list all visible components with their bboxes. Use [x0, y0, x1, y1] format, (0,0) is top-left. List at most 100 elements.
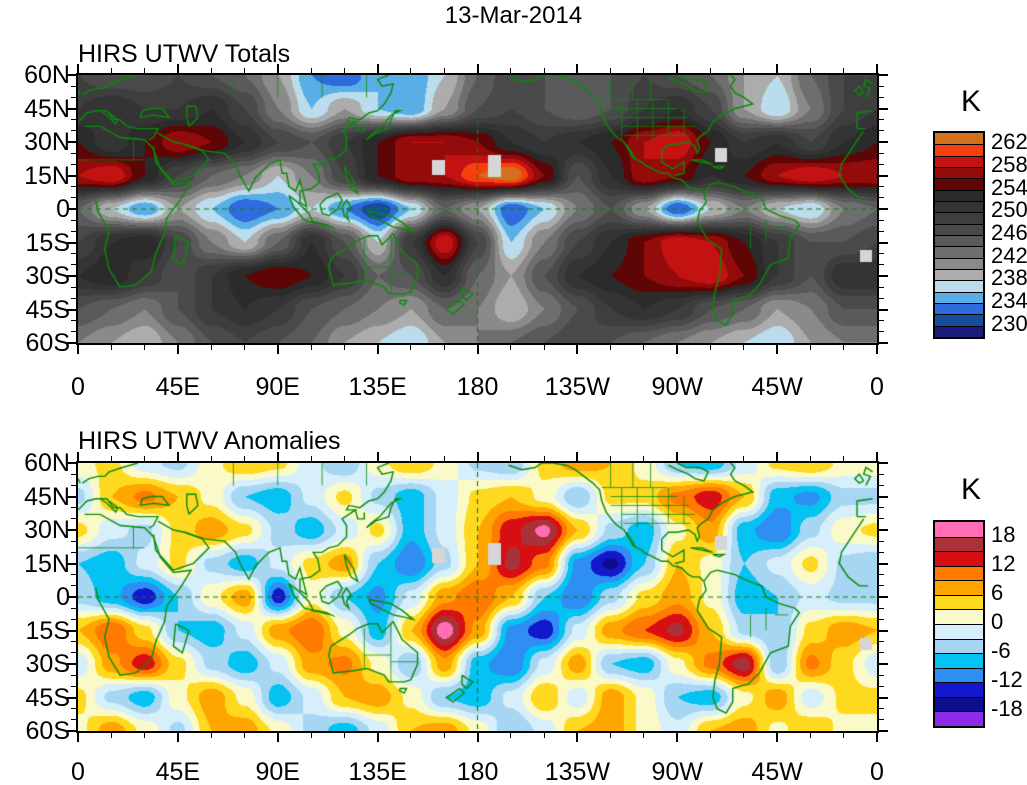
lon-tick-mark	[210, 733, 212, 738]
lat-tick-mark	[71, 518, 76, 520]
colorbar-tick-label: 234	[991, 288, 1027, 313]
lon-tick-mark	[809, 733, 811, 738]
lat-tick-mark	[879, 663, 888, 665]
anomalies-colorbar	[933, 520, 985, 728]
lat-tick-mark	[67, 208, 76, 210]
lon-tick-mark	[376, 733, 379, 742]
lat-tick-mark	[879, 652, 884, 654]
lon-tick-mark	[110, 456, 112, 461]
lat-tick-mark	[71, 230, 76, 232]
lon-tick-label: 90W	[651, 373, 703, 401]
lat-tick-label: 60S	[25, 329, 70, 357]
lon-tick-mark	[809, 345, 811, 350]
lat-tick-label: 15S	[25, 228, 70, 257]
lat-tick-mark	[71, 119, 76, 121]
lon-tick-mark	[110, 68, 112, 73]
lon-tick-mark	[610, 68, 612, 73]
lon-tick-mark	[576, 345, 579, 354]
lon-tick-mark	[576, 733, 579, 742]
colorbar-tick-label: 250	[991, 197, 1027, 223]
lon-tick-mark	[543, 345, 545, 350]
lon-tick-mark	[510, 456, 512, 461]
lon-tick-mark	[343, 68, 345, 73]
lon-tick-label: 180	[456, 758, 499, 785]
lat-tick-mark	[879, 208, 888, 210]
lon-tick-mark	[576, 64, 579, 73]
lat-tick-mark	[879, 331, 884, 333]
lon-tick-mark	[876, 733, 878, 742]
colorbar-level-swatch	[935, 682, 983, 697]
lat-tick-label: 30S	[25, 650, 70, 678]
lat-tick-mark	[67, 308, 76, 311]
lat-tick-mark	[879, 607, 884, 609]
colorbar-level-swatch	[935, 133, 983, 144]
lat-tick-mark	[879, 562, 888, 565]
lon-tick-mark	[809, 456, 811, 461]
lat-tick-mark	[71, 219, 76, 221]
colorbar-tick-label: 6	[991, 579, 1004, 605]
lon-tick-label: 45E	[155, 758, 201, 785]
lat-tick-mark	[879, 241, 888, 244]
lon-tick-mark	[144, 456, 146, 461]
lon-tick-mark	[176, 733, 179, 742]
lat-tick-mark	[879, 96, 884, 98]
lat-tick-label: 15N	[24, 161, 70, 190]
lat-tick-label: 0	[56, 195, 70, 223]
lon-tick-mark	[443, 456, 445, 461]
lon-tick-mark	[176, 64, 179, 73]
lon-tick-label: 0	[870, 758, 884, 785]
lon-tick-mark	[843, 345, 845, 350]
colorbar-level-swatch	[935, 269, 983, 280]
lon-tick-mark	[276, 452, 279, 461]
lat-tick-mark	[67, 241, 76, 244]
lon-tick-mark	[243, 456, 245, 461]
anomalies-map	[78, 463, 877, 731]
lon-tick-mark	[276, 733, 279, 742]
colorbar-level-swatch	[935, 201, 983, 212]
lon-tick-mark	[410, 68, 412, 73]
lon-tick-mark	[843, 733, 845, 738]
lat-tick-mark	[879, 507, 884, 509]
lat-tick-mark	[71, 186, 76, 188]
lat-tick-mark	[67, 529, 76, 531]
lat-tick-mark	[67, 730, 76, 732]
lat-tick-mark	[879, 74, 888, 76]
lon-tick-mark	[676, 733, 679, 742]
colorbar-level-swatch	[935, 624, 983, 639]
lat-tick-label: 30N	[24, 128, 70, 156]
lat-tick-mark	[71, 85, 76, 87]
lat-tick-label: 45N	[24, 94, 70, 123]
lat-tick-mark	[71, 253, 76, 255]
lon-tick-mark	[343, 733, 345, 738]
lon-tick-mark	[443, 68, 445, 73]
lon-tick-mark	[476, 64, 479, 73]
colorbar-tick-label: -12	[991, 667, 1023, 693]
colorbar-level-swatch	[935, 697, 983, 711]
lon-tick-mark	[876, 345, 878, 354]
lat-tick-mark	[67, 174, 76, 177]
lon-tick-mark	[510, 733, 512, 738]
colorbar-level-swatch	[935, 711, 983, 726]
lat-tick-label: 30N	[24, 516, 70, 544]
lat-tick-mark	[879, 230, 884, 232]
lat-tick-mark	[67, 342, 76, 344]
lat-tick-label: 45S	[25, 683, 70, 712]
colorbar-tick-label: -6	[991, 638, 1011, 664]
lon-tick-mark	[776, 64, 779, 73]
colorbar-level-swatch	[935, 144, 983, 156]
lat-tick-mark	[879, 708, 884, 710]
lat-tick-mark	[67, 462, 76, 464]
colorbar-level-swatch	[935, 280, 983, 292]
colorbar-level-swatch	[935, 609, 983, 624]
lon-tick-mark	[310, 68, 312, 73]
lon-tick-mark	[410, 345, 412, 350]
lon-tick-mark	[843, 456, 845, 461]
lat-tick-mark	[879, 495, 888, 498]
lat-tick-mark	[71, 607, 76, 609]
lat-tick-mark	[67, 696, 76, 699]
lon-tick-mark	[843, 68, 845, 73]
lon-tick-label: 90E	[255, 758, 300, 785]
colorbar-level-swatch	[935, 639, 983, 653]
lat-tick-mark	[879, 551, 884, 553]
